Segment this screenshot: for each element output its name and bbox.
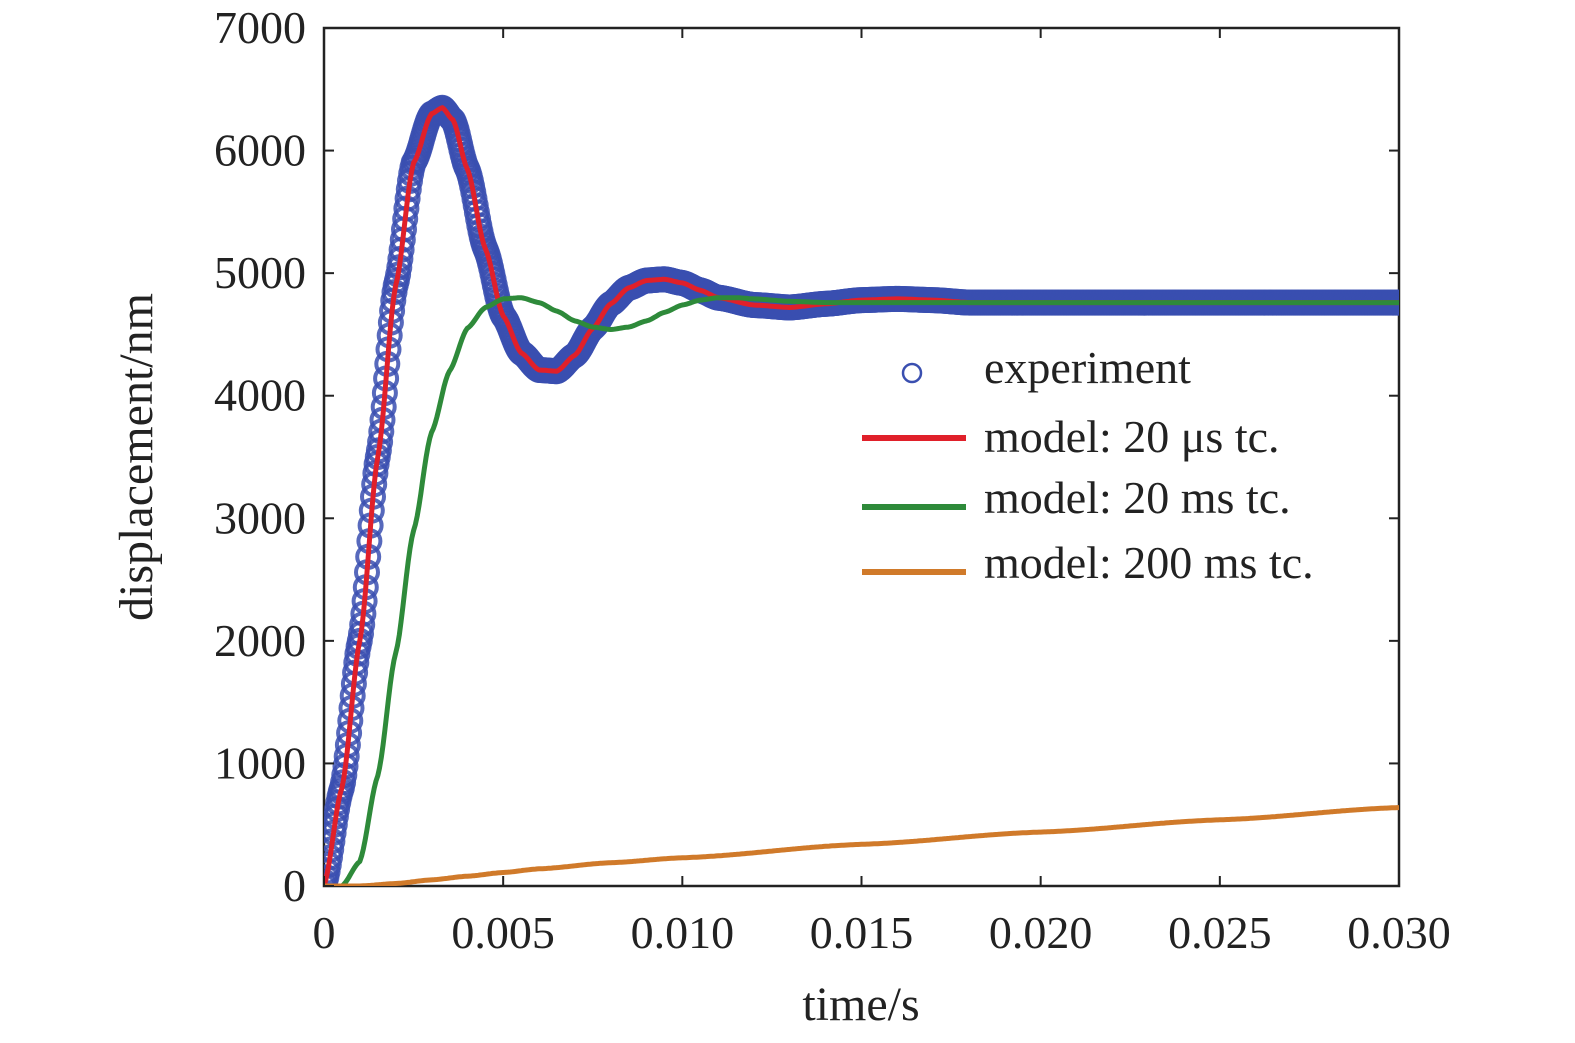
x-tick-label: 0.005 — [451, 907, 555, 958]
y-tick-label: 2000 — [214, 615, 306, 666]
y-tick-label: 4000 — [214, 370, 306, 421]
legend-label-model-20ms: model: 20 ms tc. — [984, 472, 1291, 523]
y-tick-label: 7000 — [214, 2, 306, 53]
y-tick-label: 3000 — [214, 492, 306, 543]
y-axis-title: displacement/nm — [110, 293, 163, 621]
legend-label-model-200ms: model: 200 ms tc. — [984, 537, 1314, 588]
x-tick-label: 0.030 — [1347, 907, 1451, 958]
y-tick-label: 5000 — [214, 247, 306, 298]
y-tick-label: 0 — [283, 860, 306, 911]
y-tick-label: 6000 — [214, 125, 306, 176]
x-tick-label: 0 — [313, 907, 336, 958]
legend-item-model-200ms: model: 200 ms tc. — [862, 537, 1314, 588]
y-tick-label: 1000 — [214, 737, 306, 788]
legend-label-experiment: experiment — [984, 342, 1191, 393]
legend: experiment model: 20 μs tc. model: 20 ms… — [862, 342, 1314, 588]
series-line-2 — [324, 295, 1399, 886]
legend-marker-experiment — [901, 362, 923, 384]
x-axis-title: time/s — [802, 978, 919, 1031]
legend-item-experiment: experiment — [901, 342, 1191, 393]
legend-item-model-20us: model: 20 μs tc. — [862, 411, 1280, 462]
series-line-3 — [324, 805, 1399, 886]
data-layer — [324, 94, 1399, 886]
series-2 — [324, 295, 1399, 886]
x-tick-label: 0.025 — [1168, 907, 1272, 958]
ticks-layer: 0 0.005 0.010 0.015 0.020 0.025 0.030 0 1000 2000… — [214, 2, 1451, 958]
legend-label-model-20us: model: 20 μs tc. — [984, 411, 1280, 462]
legend-item-model-20ms: model: 20 ms tc. — [862, 472, 1291, 523]
x-tick-label: 0.015 — [810, 907, 914, 958]
x-tick-label: 0.020 — [989, 907, 1093, 958]
x-tick-label: 0.010 — [631, 907, 735, 958]
series-3 — [324, 805, 1399, 886]
